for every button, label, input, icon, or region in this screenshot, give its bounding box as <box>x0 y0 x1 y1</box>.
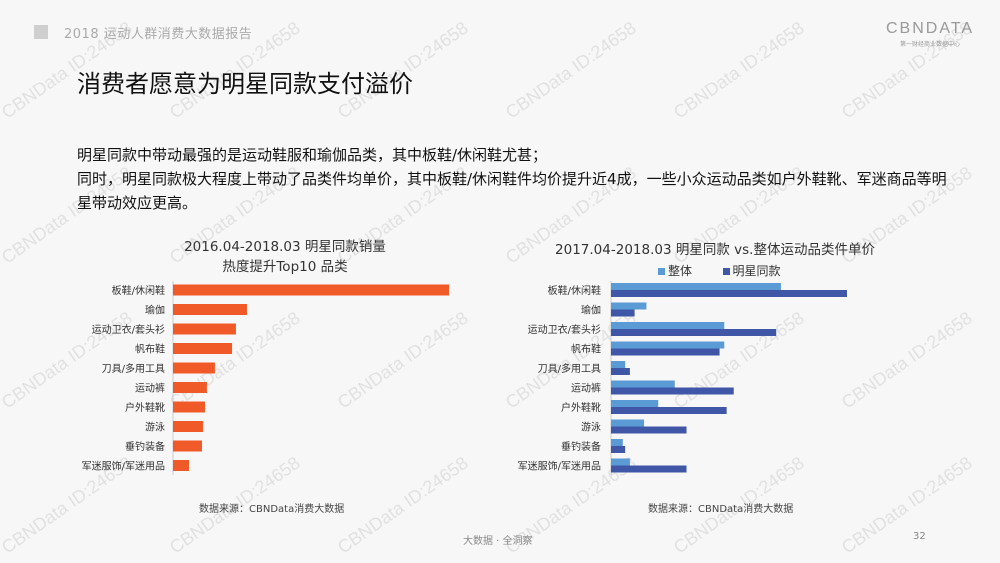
bar-overall <box>611 283 781 290</box>
bar <box>173 362 215 374</box>
bar <box>173 382 207 393</box>
right-chart-title: 2017.04-2018.03 明星同款 vs.整体运动品类件单价 <box>555 242 875 258</box>
right-chart-source: 数据来源：CBNData消费大数据 <box>648 504 794 515</box>
bar <box>173 460 190 471</box>
bar <box>173 343 233 354</box>
legend-swatch-overall <box>658 268 665 275</box>
bar <box>173 284 449 296</box>
category-label: 帆布鞋 <box>135 343 165 356</box>
bar-celebrity <box>611 290 847 297</box>
bar-celebrity <box>611 446 626 453</box>
report-title: 2018 运动人群消费大数据报告 <box>64 27 253 42</box>
bar-celebrity <box>611 465 687 473</box>
bar-overall <box>611 361 626 368</box>
bar-overall <box>611 322 725 329</box>
bar-overall <box>611 302 647 310</box>
bar-overall <box>611 458 630 466</box>
bar <box>173 440 202 452</box>
bar-celebrity <box>611 348 720 356</box>
category-label: 瑜伽 <box>581 304 601 317</box>
bar-celebrity <box>611 407 727 414</box>
category-label: 运动卫衣/套头衫 <box>92 323 165 336</box>
right-chart-legend: 整体 明星同款 <box>658 262 781 279</box>
legend-swatch-celebrity <box>722 268 730 275</box>
bar-celebrity <box>611 309 635 317</box>
bar <box>173 304 247 315</box>
category-label: 游泳 <box>581 421 601 434</box>
bar-overall <box>611 341 725 349</box>
bar <box>173 401 206 413</box>
page-number: 32 <box>913 531 926 542</box>
category-label: 运动裤 <box>571 382 601 395</box>
category-label: 帆布鞋 <box>571 343 601 356</box>
slide-title: 消费者愿意为明星同款支付溢价 <box>77 70 413 98</box>
legend-label-celebrity: 明星同款 <box>732 264 781 278</box>
bar-celebrity <box>611 426 687 434</box>
bar-overall <box>611 419 645 427</box>
right-bar-chart: 板鞋/休闲鞋瑜伽运动卫衣/套头衫帆布鞋刀具/多用工具运动裤户外鞋靴游泳垂钓装备军… <box>518 281 847 475</box>
bar-celebrity <box>611 368 630 375</box>
left-chart-title: 2016.04-2018.03 明星同款销量 热度提升Top10 品类 <box>184 239 386 275</box>
bar-overall <box>611 400 659 407</box>
description-line-2: 同时，明星同款极大程度上带动了品类件均单价，其中板鞋/休闲鞋件均价提升近4成，一… <box>77 170 947 212</box>
bar <box>173 323 236 335</box>
header-marker <box>34 25 48 39</box>
legend-label-overall: 整体 <box>668 264 693 278</box>
bar-celebrity <box>611 329 777 336</box>
category-label: 瑜伽 <box>145 304 165 317</box>
category-label: 运动卫衣/套头衫 <box>528 323 601 336</box>
left-chart-source: 数据来源：CBNData消费大数据 <box>199 504 345 515</box>
slide-description: 明星同款中带动最强的是运动鞋服和瑜伽品类，其中板鞋/休闲鞋尤甚； 同时，明星同款… <box>77 143 957 215</box>
category-label: 户外鞋靴 <box>125 401 165 414</box>
footer-tagline: 大数据 · 全洞察 <box>463 536 533 547</box>
bar-overall <box>611 439 623 446</box>
description-line-1: 明星同款中带动最强的是运动鞋服和瑜伽品类，其中板鞋/休闲鞋尤甚； <box>77 146 548 164</box>
category-label: 游泳 <box>145 421 165 434</box>
category-label: 运动裤 <box>135 382 165 395</box>
bar-overall <box>611 380 675 388</box>
category-label: 垂钓装备 <box>125 440 165 453</box>
category-label: 刀具/多用工具 <box>538 362 601 375</box>
bar <box>173 421 204 432</box>
category-label: 军迷服饰/军迷用品 <box>518 460 601 473</box>
bar-celebrity <box>611 387 734 395</box>
cbndata-logo: CBNDATA 第一财经商业数据中心 <box>886 20 975 48</box>
category-label: 垂钓装备 <box>561 440 601 453</box>
category-label: 户外鞋靴 <box>561 401 601 414</box>
category-label: 刀具/多用工具 <box>102 362 165 375</box>
category-label: 板鞋/休闲鞋 <box>112 284 165 297</box>
left-bar-chart: 板鞋/休闲鞋瑜伽运动卫衣/套头衫帆布鞋刀具/多用工具运动裤户外鞋靴游泳垂钓装备军… <box>82 281 449 475</box>
category-label: 板鞋/休闲鞋 <box>548 284 601 297</box>
category-label: 军迷服饰/军迷用品 <box>82 460 165 473</box>
